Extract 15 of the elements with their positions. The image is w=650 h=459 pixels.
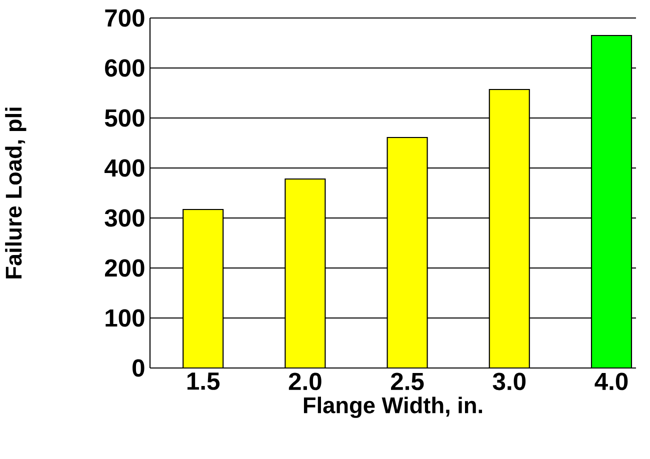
x-tick-label: 3.0 bbox=[492, 372, 526, 390]
x-tick-label: 2.0 bbox=[288, 372, 322, 390]
y-tick-label: 400 bbox=[104, 159, 144, 177]
x-tick-label: 4.0 bbox=[594, 372, 628, 390]
x-axis-title: Flange Width, in. bbox=[304, 396, 482, 418]
x-tick-label: 2.5 bbox=[391, 372, 424, 390]
y-tick-label: 500 bbox=[104, 109, 144, 127]
y-tick-label: 300 bbox=[104, 209, 144, 227]
y-tick-label: 200 bbox=[104, 259, 144, 277]
y-axis-title: Failure Load, pli bbox=[5, 108, 26, 278]
x-tick-label: 1.5 bbox=[188, 372, 220, 390]
y-tick-label: 100 bbox=[106, 309, 144, 327]
y-tick-label: 0 bbox=[132, 359, 144, 377]
y-tick-label: 600 bbox=[105, 59, 144, 77]
y-tick-label: 700 bbox=[105, 9, 144, 27]
